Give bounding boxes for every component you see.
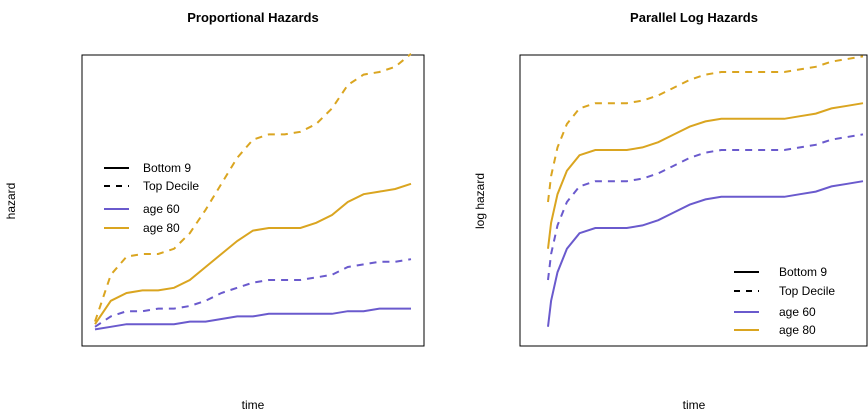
chart-title: Parallel Log Hazards: [630, 10, 758, 25]
plot-frame: [81, 54, 425, 347]
legend-label-age-80: age 80: [143, 221, 180, 235]
y-axis-label: log hazard: [473, 173, 487, 229]
series-line: [94, 258, 412, 328]
legend-label-bottom-9: Bottom 9: [143, 161, 191, 175]
series-line: [94, 182, 412, 325]
series-line: [94, 53, 412, 322]
panel-parallel-log-hazards: Parallel Log Hazards time log hazard Bot…: [473, 10, 868, 412]
plot-frame: [519, 54, 868, 347]
legend-label-age-80: age 80: [779, 323, 816, 337]
legend: Bottom 9 Top Decile age 60 age 80: [734, 265, 835, 337]
series-line: [547, 102, 864, 249]
legend-label-age-60: age 60: [779, 305, 816, 319]
x-axis-label: time: [683, 398, 706, 412]
series-group: [94, 53, 412, 331]
series-line: [547, 180, 864, 327]
series-line: [94, 307, 411, 331]
x-axis-label: time: [242, 398, 265, 412]
legend: Bottom 9 Top Decile age 60 age 80: [104, 161, 199, 235]
legend-label-top-decile: Top Decile: [143, 179, 199, 193]
series-group: [547, 55, 864, 327]
series-line: [547, 55, 864, 203]
legend-label-age-60: age 60: [143, 202, 180, 216]
series-line: [547, 133, 864, 281]
panel-proportional-hazards: Proportional Hazards time hazard Bottom …: [4, 10, 425, 412]
legend-label-top-decile: Top Decile: [779, 284, 835, 298]
legend-label-bottom-9: Bottom 9: [779, 265, 827, 279]
chart-title: Proportional Hazards: [187, 10, 318, 25]
y-axis-label: hazard: [4, 183, 18, 220]
